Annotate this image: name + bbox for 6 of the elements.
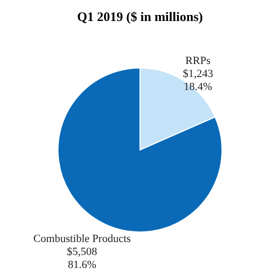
pie-slice xyxy=(58,68,222,232)
data-label: $1,243 18.4% xyxy=(182,68,214,94)
slice-label: RRPs xyxy=(185,55,210,68)
data-label: $5,508 81.6% xyxy=(66,246,98,271)
slice-label: Combustible Products xyxy=(33,232,131,245)
chart-title: Q1 2019 ($ in millions) xyxy=(77,9,203,24)
